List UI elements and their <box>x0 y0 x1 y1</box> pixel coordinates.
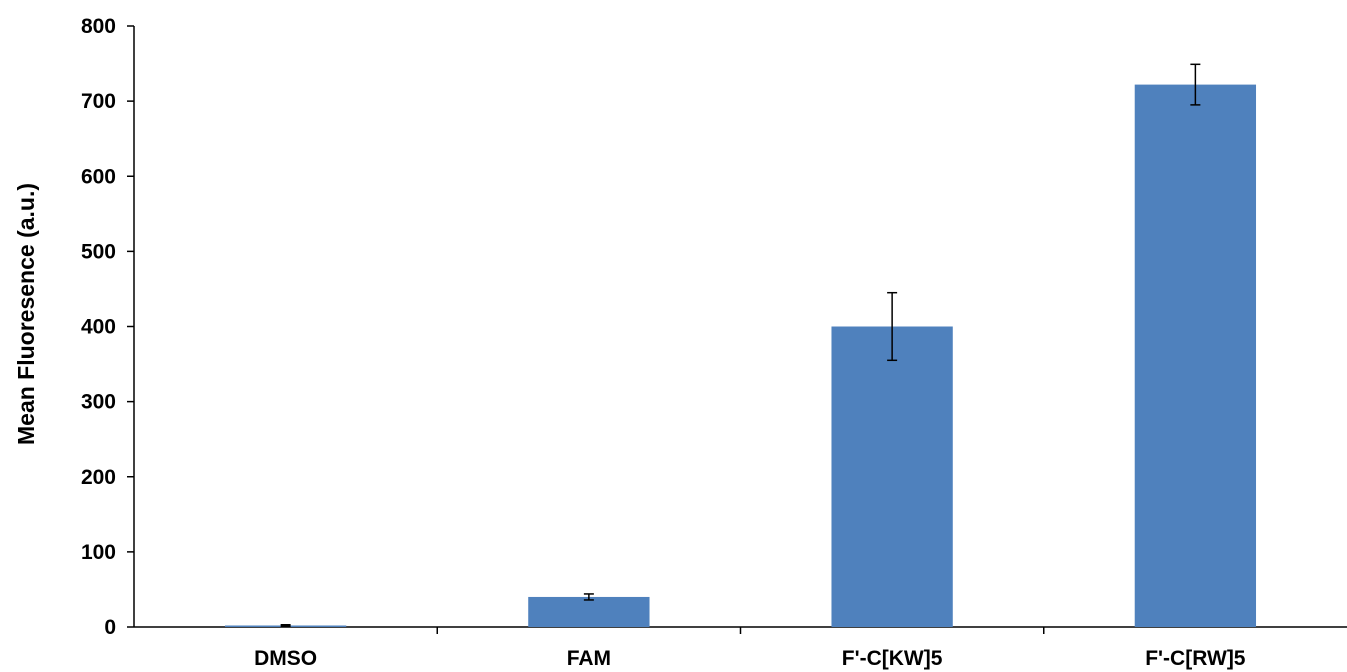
y-tick-label: 400 <box>81 316 116 339</box>
x-tick-label: F'-C[KW]5 <box>842 647 943 670</box>
x-tick-label: FAM <box>567 647 611 670</box>
bars <box>224 84 1257 627</box>
bar <box>1134 84 1257 627</box>
y-tick-label: 700 <box>81 90 116 113</box>
y-tick-label: 500 <box>81 240 116 263</box>
bar <box>831 326 953 627</box>
error-bars <box>280 63 1201 627</box>
y-axis: 0 100 200 300 400 500 600 700 800 <box>81 15 135 639</box>
x-tick-label: F'-C[RW]5 <box>1145 647 1246 670</box>
y-tick-label: 600 <box>81 165 116 188</box>
y-tick-label: 300 <box>81 391 116 414</box>
y-tick-label: 0 <box>104 616 116 639</box>
y-axis-title: Mean Fluoresence (a.u.) <box>13 183 39 445</box>
x-axis: DMSO FAM F'-C[KW]5 F'-C[RW]5 <box>134 626 1347 670</box>
y-tick-label: 200 <box>81 466 116 489</box>
y-tick-label: 100 <box>81 541 116 564</box>
x-tick-label: DMSO <box>254 647 317 670</box>
y-tick-label: 800 <box>81 15 116 38</box>
bar <box>528 596 650 627</box>
